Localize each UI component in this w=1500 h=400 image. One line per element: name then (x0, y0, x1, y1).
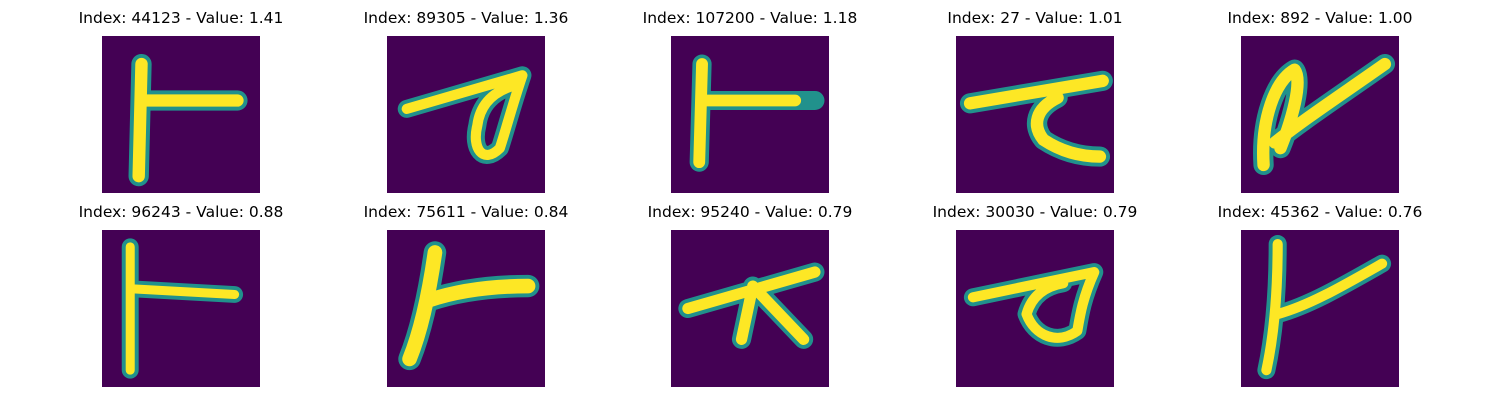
panel-5: Index: 892 - Value: 1.00 (1177, 8, 1463, 194)
panel-title: Index: 96243 - Value: 0.88 (78, 203, 284, 221)
digit-image (102, 230, 260, 387)
panel-title: Index: 30030 - Value: 0.79 (932, 203, 1138, 221)
panel-title: Index: 95240 - Value: 0.79 (647, 203, 853, 221)
panel-9: Index: 30030 - Value: 0.79 (892, 202, 1178, 388)
panel-title: Index: 892 - Value: 1.00 (1227, 9, 1413, 27)
panel-8: Index: 95240 - Value: 0.79 (607, 202, 893, 388)
panel-3: Index: 107200 - Value: 1.18 (607, 8, 893, 194)
panel-10: Index: 45362 - Value: 0.76 (1177, 202, 1463, 388)
panel-6: Index: 96243 - Value: 0.88 (38, 202, 324, 388)
panel-title: Index: 107200 - Value: 1.18 (642, 9, 858, 27)
panel-2: Index: 89305 - Value: 1.36 (323, 8, 609, 194)
digit-image (387, 36, 545, 193)
digit-image (1241, 36, 1399, 193)
panel-7: Index: 75611 - Value: 0.84 (323, 202, 609, 388)
digit-image (102, 36, 260, 193)
digit-image (671, 230, 829, 387)
digit-image (671, 36, 829, 193)
panel-title: Index: 75611 - Value: 0.84 (363, 203, 569, 221)
panel-title: Index: 89305 - Value: 1.36 (363, 9, 569, 27)
digit-image (956, 230, 1114, 387)
digit-image (956, 36, 1114, 193)
digit-image (387, 230, 545, 387)
panel-title: Index: 27 - Value: 1.01 (947, 9, 1123, 27)
panel-1: Index: 44123 - Value: 1.41 (38, 8, 324, 194)
digit-image (1241, 230, 1399, 387)
panel-title: Index: 45362 - Value: 0.76 (1217, 203, 1423, 221)
panel-title: Index: 44123 - Value: 1.41 (78, 9, 284, 27)
panel-4: Index: 27 - Value: 1.01 (892, 8, 1178, 194)
